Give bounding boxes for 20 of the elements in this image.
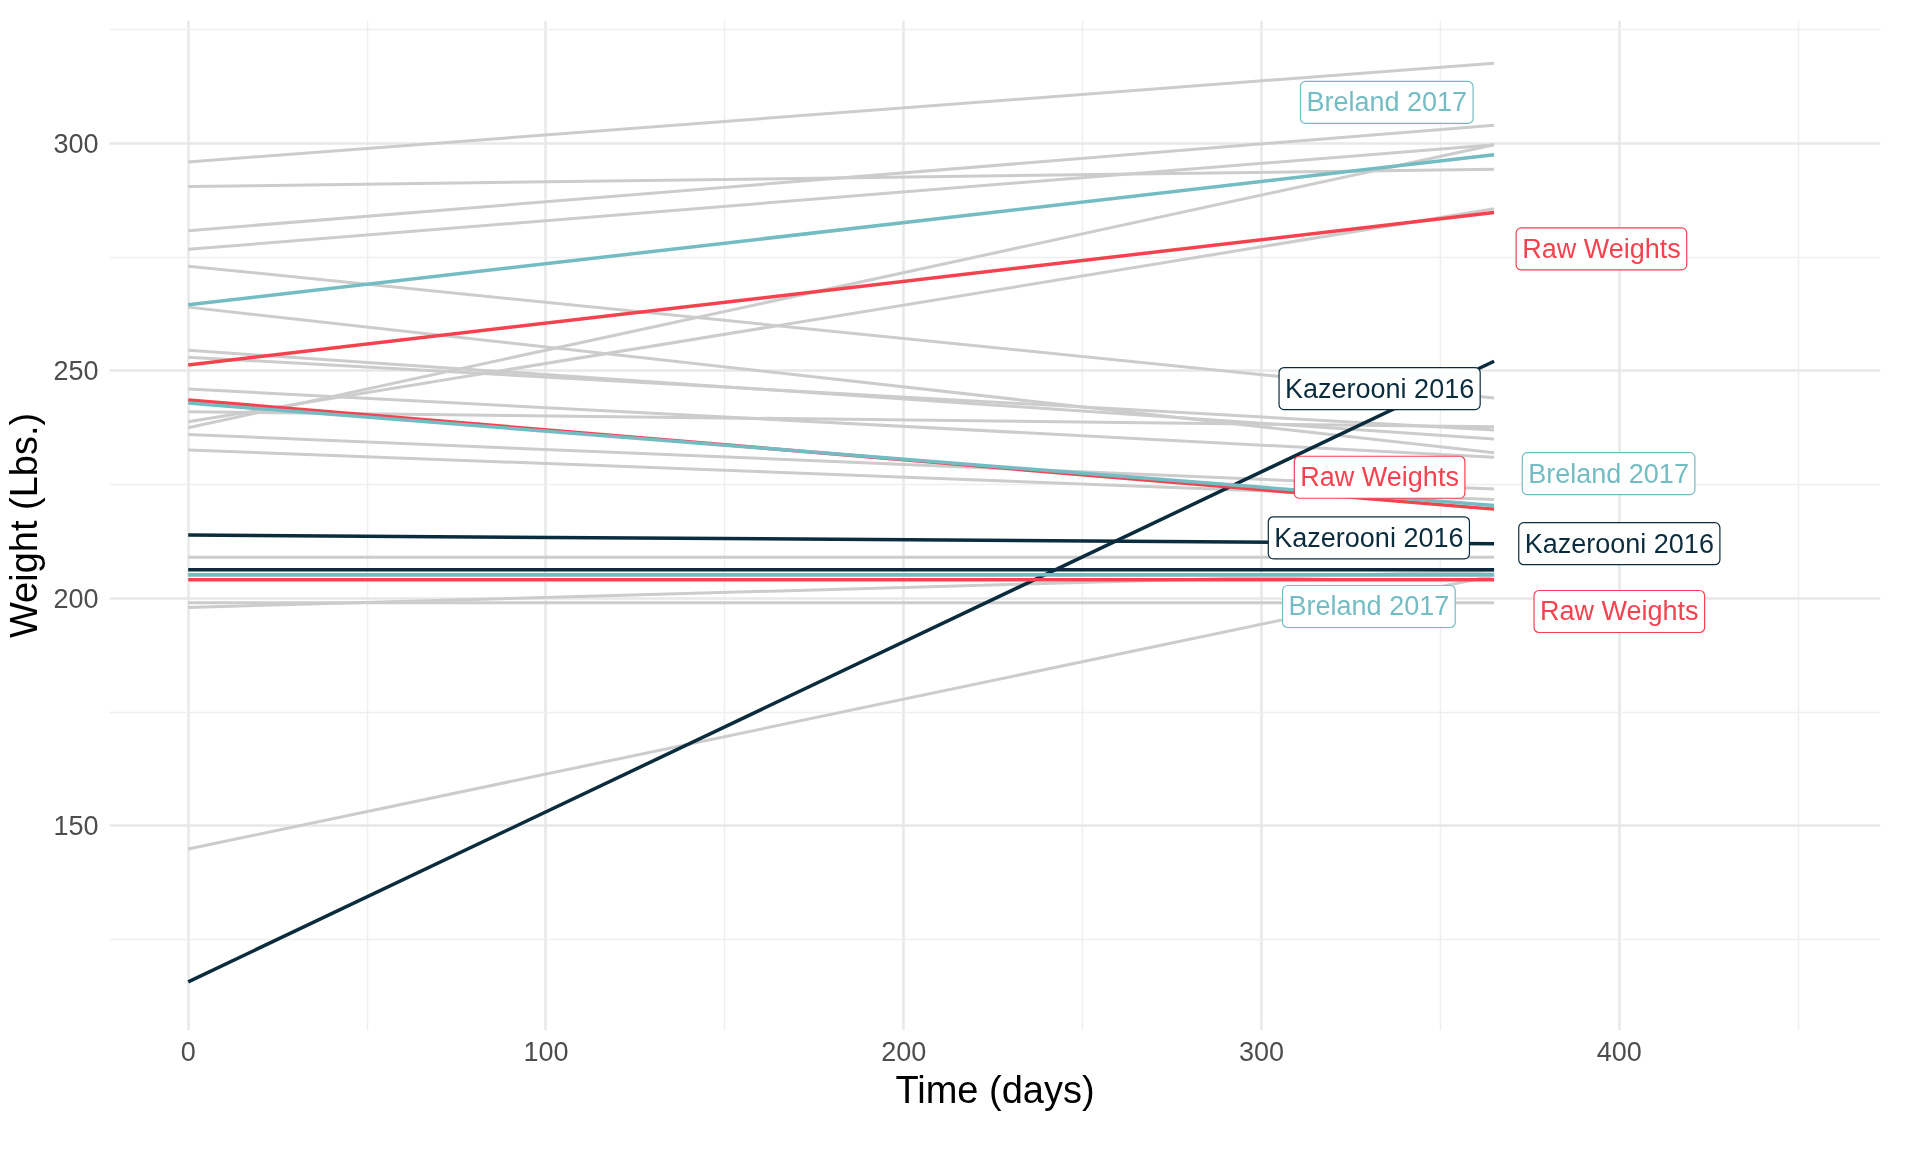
x-tick-label: 300	[1239, 1036, 1285, 1067]
x-tick-label: 0	[180, 1036, 196, 1067]
y-tick-label: 300	[53, 128, 99, 159]
series-label: Kazerooni 2016	[1524, 528, 1714, 559]
x-tick-label: 100	[523, 1036, 569, 1067]
series-label: Raw Weights	[1540, 596, 1699, 627]
x-axis-title: Time (days)	[895, 1068, 1095, 1111]
y-tick-label: 200	[53, 583, 99, 614]
x-tick-label: 200	[881, 1036, 927, 1067]
series-label: Raw Weights	[1522, 233, 1681, 264]
series-label: Breland 2017	[1288, 591, 1450, 622]
series-label: Breland 2017	[1528, 458, 1689, 489]
series-label: Kazerooni 2016	[1285, 373, 1475, 404]
series-label: Raw Weights	[1300, 462, 1459, 493]
y-axis-title: Weight (Lbs.)	[3, 412, 46, 639]
y-tick-label: 250	[53, 356, 99, 387]
x-tick-label: 400	[1596, 1036, 1642, 1067]
series-label: Kazerooni 2016	[1274, 522, 1464, 553]
y-tick-label: 150	[53, 811, 99, 842]
series-label: Breland 2017	[1306, 87, 1468, 118]
